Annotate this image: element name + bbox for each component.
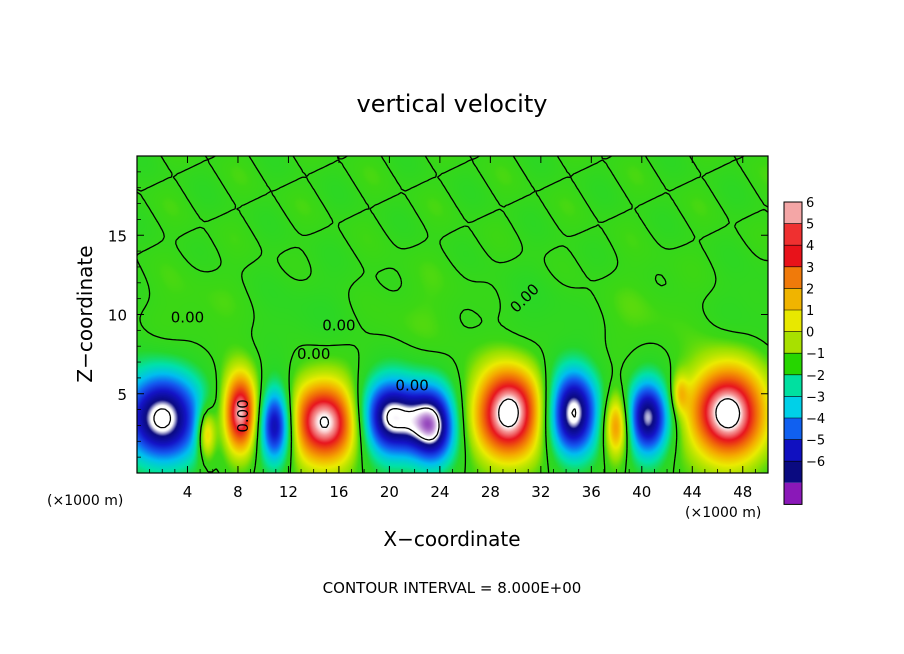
x-axis: 4 8 12 16 20 24 28 32 36 40 44 48 — [149, 156, 756, 501]
x-unit-left: (×1000 m) — [47, 493, 123, 509]
y-tick-label: 10 — [108, 307, 127, 325]
colorbar-label: 4 — [806, 239, 814, 254]
colorbar-swatch — [784, 482, 802, 505]
x-tick-label: 36 — [582, 483, 601, 501]
colorbar-swatch — [784, 439, 802, 462]
colorbar-label: 6 — [806, 196, 814, 211]
colorbar-label: −1 — [806, 347, 825, 362]
colorbar-swatch — [784, 418, 802, 440]
colorbar-label: −2 — [806, 369, 825, 384]
colorbar-label: 3 — [806, 261, 814, 276]
colorbar-swatch — [784, 396, 802, 418]
x-tick-label: 12 — [279, 483, 298, 501]
x-unit-right: (×1000 m) — [685, 505, 761, 521]
colorbar-label: −4 — [806, 412, 825, 427]
x-tick-label: 8 — [233, 483, 243, 501]
colorbar-label: 2 — [806, 282, 814, 297]
contour-label: 0.00 — [171, 308, 204, 326]
colorbar-swatch — [784, 202, 802, 224]
colorbar-swatch — [784, 331, 802, 354]
colorbar-label: 0 — [806, 326, 814, 341]
y-tick-label: 15 — [108, 227, 127, 245]
y-tick-label: 5 — [117, 386, 127, 404]
x-tick-label: 32 — [531, 483, 550, 501]
colorbar-swatch — [784, 353, 802, 375]
colorbar-swatch — [784, 223, 802, 246]
contour-label: 0.00 — [395, 377, 428, 395]
velocity-field — [137, 156, 768, 473]
colorbar-swatch — [784, 461, 802, 483]
colorbar-label: 5 — [806, 218, 814, 233]
x-tick-label: 16 — [329, 483, 348, 501]
contour-label: 0.00 — [297, 345, 330, 363]
x-tick-label: 4 — [183, 483, 193, 501]
contour-interval-note: CONTOUR INTERVAL = 8.000E+00 — [323, 579, 582, 597]
x-tick-label: 24 — [430, 483, 449, 501]
colorbar-label: −3 — [806, 390, 825, 405]
contour-line — [319, 398, 741, 429]
colorbar-swatch — [784, 245, 802, 267]
x-axis-title: X−coordinate — [383, 527, 520, 551]
x-tick-label: 20 — [380, 483, 399, 501]
colorbar-swatch — [784, 288, 802, 310]
colorbar: 6 5 4 3 2 1 0 −1 −2 −3 −4 −5 −6 — [783, 196, 825, 505]
colorbar-swatch — [784, 374, 802, 397]
colorbar-label: 1 — [806, 304, 814, 319]
contour-label: 0.00 — [234, 399, 252, 432]
colorbar-swatch — [784, 266, 802, 289]
y-axis-title: Z−coordinate — [73, 245, 97, 382]
x-tick-label: 28 — [481, 483, 500, 501]
colorbar-label: −5 — [806, 434, 825, 449]
x-tick-label: 48 — [733, 483, 752, 501]
x-tick-label: 40 — [632, 483, 651, 501]
contour-label: 0.00 — [322, 316, 355, 334]
colorbar-label: −6 — [806, 455, 825, 470]
contour-lines: 0.000.000.000.000.000.00 — [137, 156, 768, 473]
contour-line — [153, 407, 577, 441]
contour-line — [137, 156, 768, 473]
x-tick-label: 44 — [683, 483, 702, 501]
chart-title: vertical velocity — [357, 90, 548, 118]
y-axis: 5 10 15 — [108, 171, 768, 458]
colorbar-swatch — [784, 310, 802, 332]
plot-area: 0.000.000.000.000.000.00 — [137, 156, 768, 473]
